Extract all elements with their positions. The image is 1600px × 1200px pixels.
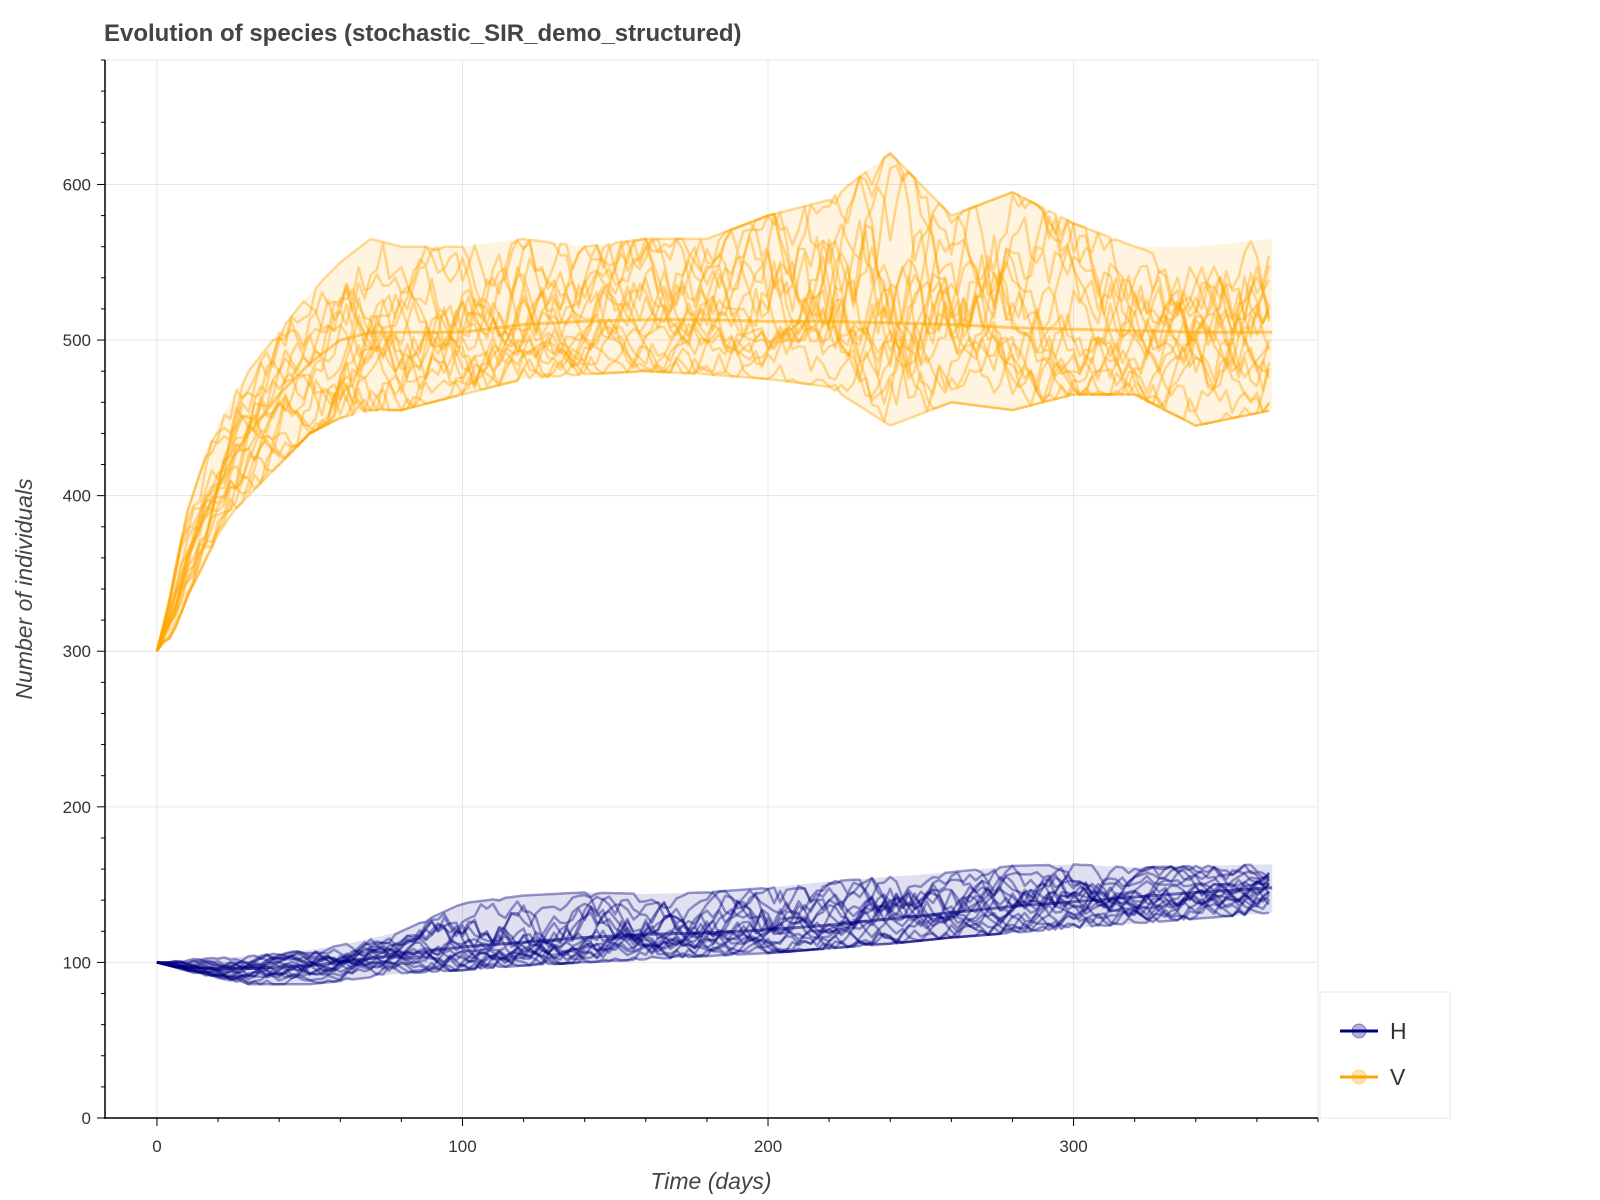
series-v-run[interactable] [155,275,1271,652]
series-v-run[interactable] [155,152,1271,652]
series-v-line[interactable] [155,318,1273,652]
series-v-run[interactable] [155,235,1271,652]
series-v-run[interactable] [155,201,1271,652]
series-v-run[interactable] [155,175,1271,652]
x-tick-label: 200 [754,1137,782,1156]
series-h-run[interactable] [156,867,1270,972]
y-tick-label: 100 [63,953,91,972]
series-h-run[interactable] [156,864,1271,981]
series-h-run[interactable] [156,888,1271,974]
series-v-run[interactable] [155,271,1271,652]
grid [105,59,1319,1119]
series-v-run[interactable] [155,152,1271,652]
series-v-run[interactable] [155,255,1270,652]
series-h-run[interactable] [156,883,1270,986]
legend-box [1319,991,1451,1119]
legend-label-h: H [1390,1018,1407,1044]
series-v-run[interactable] [155,223,1271,652]
series-h-run[interactable] [156,863,1270,966]
axes: 0 100 200 300 0 100 200 300 400 500 600 [63,59,1319,1156]
series-h-run[interactable] [156,871,1270,966]
x-axis-label: Time (days) [650,1168,771,1194]
series-v-run[interactable] [155,250,1271,652]
series-h-run[interactable] [156,874,1270,986]
series-v-run[interactable] [155,314,1270,652]
y-tick-label: 0 [82,1109,91,1128]
y-tick-label: 400 [63,487,91,506]
x-tick-label: 300 [1059,1137,1087,1156]
y-tick-label: 200 [63,798,91,817]
series-h-line[interactable] [156,886,1273,971]
series-h-run[interactable] [156,888,1271,985]
legend[interactable]: H V [1319,991,1451,1119]
plot-background [105,60,1318,1118]
series-v-run[interactable] [155,191,1271,652]
series-v-run[interactable] [155,295,1270,652]
series-v-run[interactable] [155,164,1271,652]
legend-swatch-v-marker [1351,1069,1367,1085]
series-h-run[interactable] [156,880,1270,982]
y-axis-label: Number of individuals [11,478,37,700]
series-v-run[interactable] [155,253,1271,652]
legend-swatch-h-marker [1351,1023,1367,1039]
legend-item-h[interactable]: H [1340,1018,1407,1044]
series-v-run[interactable] [155,307,1271,652]
series-h-run[interactable] [156,876,1270,978]
series-v-run[interactable] [155,170,1271,652]
series-v-run[interactable] [155,216,1271,652]
series-v-run[interactable] [155,238,1271,652]
y-tick-label: 300 [63,642,91,661]
legend-item-v[interactable]: V [1340,1064,1406,1090]
series-h-run[interactable] [156,884,1270,977]
x-tick-label: 100 [448,1137,476,1156]
series-v-envelope [156,153,1273,652]
x-tick-label: 0 [152,1137,161,1156]
legend-label-v: V [1390,1064,1406,1090]
series-h-run[interactable] [156,864,1271,969]
y-tick-label: 600 [63,175,91,194]
series-h-run[interactable] [156,866,1270,980]
series-runs[interactable] [155,152,1273,986]
chart-title: Evolution of species (stochastic_SIR_dem… [104,20,742,47]
series-spread [156,153,1273,985]
y-tick-label: 500 [63,331,91,350]
series-h-envelope [156,864,1273,985]
series-v-run[interactable] [155,261,1271,652]
